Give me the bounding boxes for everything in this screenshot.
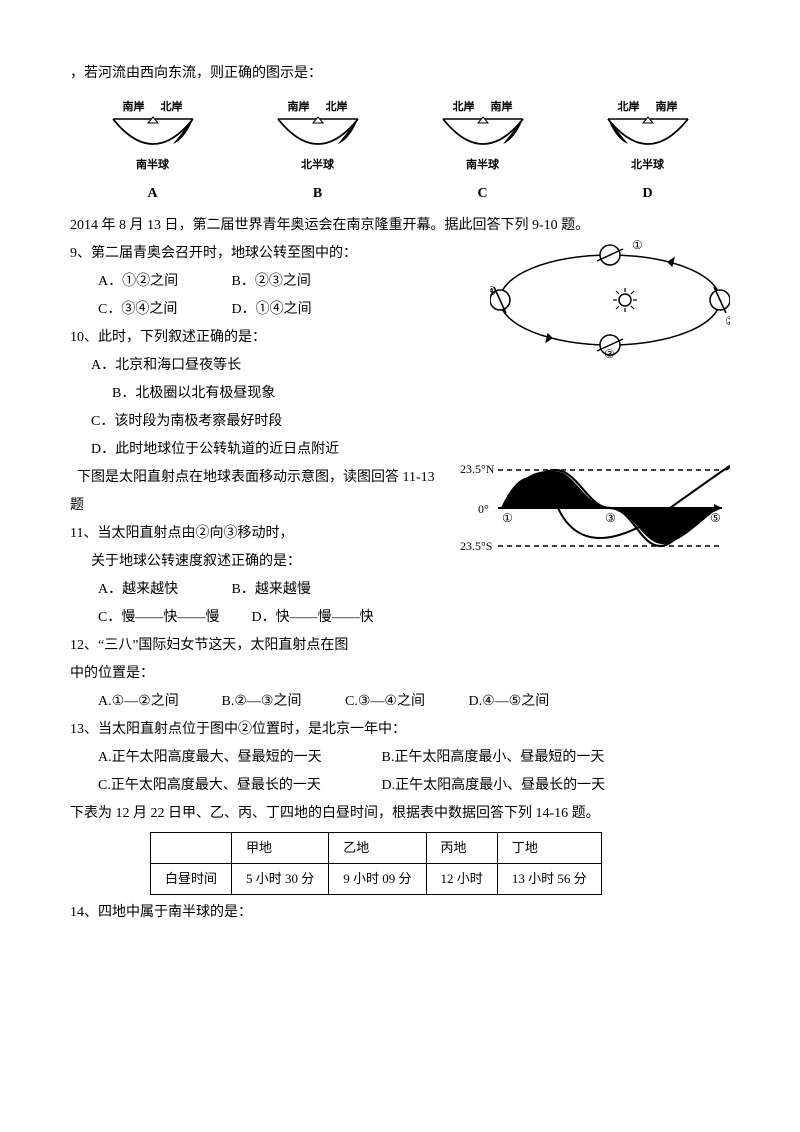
svg-text:①: ① [502,511,513,525]
q11-d: D．快——慢——快 [252,604,402,632]
q9-d: D．①④之间 [232,296,362,324]
q9-b: B．②③之间 [232,268,362,296]
bowl-svg-A [108,114,198,154]
svg-text:③: ③ [605,511,616,525]
q12-stem2: 中的位置是： [70,660,730,688]
letter-C: C [477,180,487,208]
th-blank [151,833,232,864]
q12-c: C.③—④之间 [345,688,465,716]
orbit-diagram: ① ② ③ ④ [490,240,730,371]
cross-section-A: 南岸 北岸 南半球 A [108,96,198,208]
val-yi: 9 小时 09 分 [329,864,426,895]
hemi-D: 北半球 [631,154,664,176]
svg-text:0°: 0° [478,502,489,516]
svg-text:23.5°N: 23.5°N [460,462,495,476]
svg-text:②: ② [552,473,563,487]
q10-b: B．北极圈以北有极昼现象 [70,380,730,408]
svg-text:④: ④ [656,529,667,543]
th-yi: 乙地 [329,833,426,864]
river-intro: ，若河流由西向东流，则正确的图示是： [70,60,730,88]
bowl-svg-B [273,114,363,154]
th-jia: 甲地 [232,833,329,864]
q12-a: A.①—②之间 [98,688,218,716]
q11-row2: C．慢——快——慢 D．快——慢——快 [70,604,730,632]
q13-stem: 13、当太阳直射点位于图中②位置时，是北京一年中： [70,716,730,744]
svg-text:23.5°S: 23.5°S [460,539,492,553]
th-ding: 丁地 [497,833,601,864]
letter-D: D [642,180,652,208]
q12-b: B.②—③之间 [222,688,342,716]
q11-b: B．越来越慢 [232,576,362,604]
q13-c: C.正午太阳高度最大、昼最长的一天 [98,772,378,800]
svg-text:③: ③ [604,347,615,360]
bowl-svg-C [438,114,528,154]
row-label: 白昼时间 [151,864,232,895]
river-cross-section-row: 南岸 北岸 南半球 A 南岸 北岸 北半球 [70,96,730,208]
table-data-row: 白昼时间 5 小时 30 分 9 小时 09 分 12 小时 13 小时 56 … [151,864,602,895]
q13-row2: C.正午太阳高度最大、昼最长的一天 D.正午太阳高度最小、昼最长的一天 [70,772,730,800]
q13-row1: A.正午太阳高度最大、昼最短的一天 B.正午太阳高度最小、昼最短的一天 [70,744,730,772]
q9-a: A．①②之间 [98,268,228,296]
yog-intro: 2014 年 8 月 13 日，第二届世界青年奥运会在南京隆重开幕。据此回答下列… [70,212,730,240]
hemi-C: 南半球 [466,154,499,176]
val-bing: 12 小时 [426,864,497,895]
q12-options: A.①—②之间 B.②—③之间 C.③—④之间 D.④—⑤之间 [70,688,730,716]
daylength-table: 甲地 乙地 丙地 丁地 白昼时间 5 小时 30 分 9 小时 09 分 12 … [150,832,602,895]
th-bing: 丙地 [426,833,497,864]
sine-diagram: 23.5°N 0° 23.5°S ① ② ③ ④ ⑤ [460,458,730,569]
q14-stem: 14、四地中属于南半球的是： [70,899,730,927]
q9-c: C．③④之间 [98,296,228,324]
val-ding: 13 小时 56 分 [497,864,601,895]
cross-section-D: 北岸 南岸 北半球 D [603,96,693,208]
q13-b: B.正午太阳高度最小、昼最短的一天 [382,744,605,772]
letter-B: B [313,180,322,208]
q13-a: A.正午太阳高度最大、昼最短的一天 [98,744,378,772]
svg-text:②: ② [725,314,730,328]
q12-stem: 12、“三八”国际妇女节这天，太阳直射点在图 [70,632,730,660]
cross-section-B: 南岸 北岸 北半球 B [273,96,363,208]
q13-d: D.正午太阳高度最小、昼最长的一天 [382,772,606,800]
table-intro: 下表为 12 月 22 日甲、乙、丙、丁四地的白昼时间，根据表中数据回答下列 1… [70,800,730,828]
q11-c: C．慢——快——慢 [98,604,248,632]
table-header-row: 甲地 乙地 丙地 丁地 [151,833,602,864]
q10-c: C．该时段为南极考察最好时段 [70,408,730,436]
cross-section-C: 北岸 南岸 南半球 C [438,96,528,208]
hemi-B: 北半球 [301,154,334,176]
hemi-A: 南半球 [136,154,169,176]
svg-text:④: ④ [490,284,497,298]
q11-a: A．越来越快 [98,576,228,604]
bowl-svg-D [603,114,693,154]
q11-row1: A．越来越快 B．越来越慢 [70,576,730,604]
q12-d: D.④—⑤之间 [469,688,589,716]
val-jia: 5 小时 30 分 [232,864,329,895]
svg-text:⑤: ⑤ [710,511,721,525]
letter-A: A [147,180,157,208]
svg-text:①: ① [632,240,643,252]
